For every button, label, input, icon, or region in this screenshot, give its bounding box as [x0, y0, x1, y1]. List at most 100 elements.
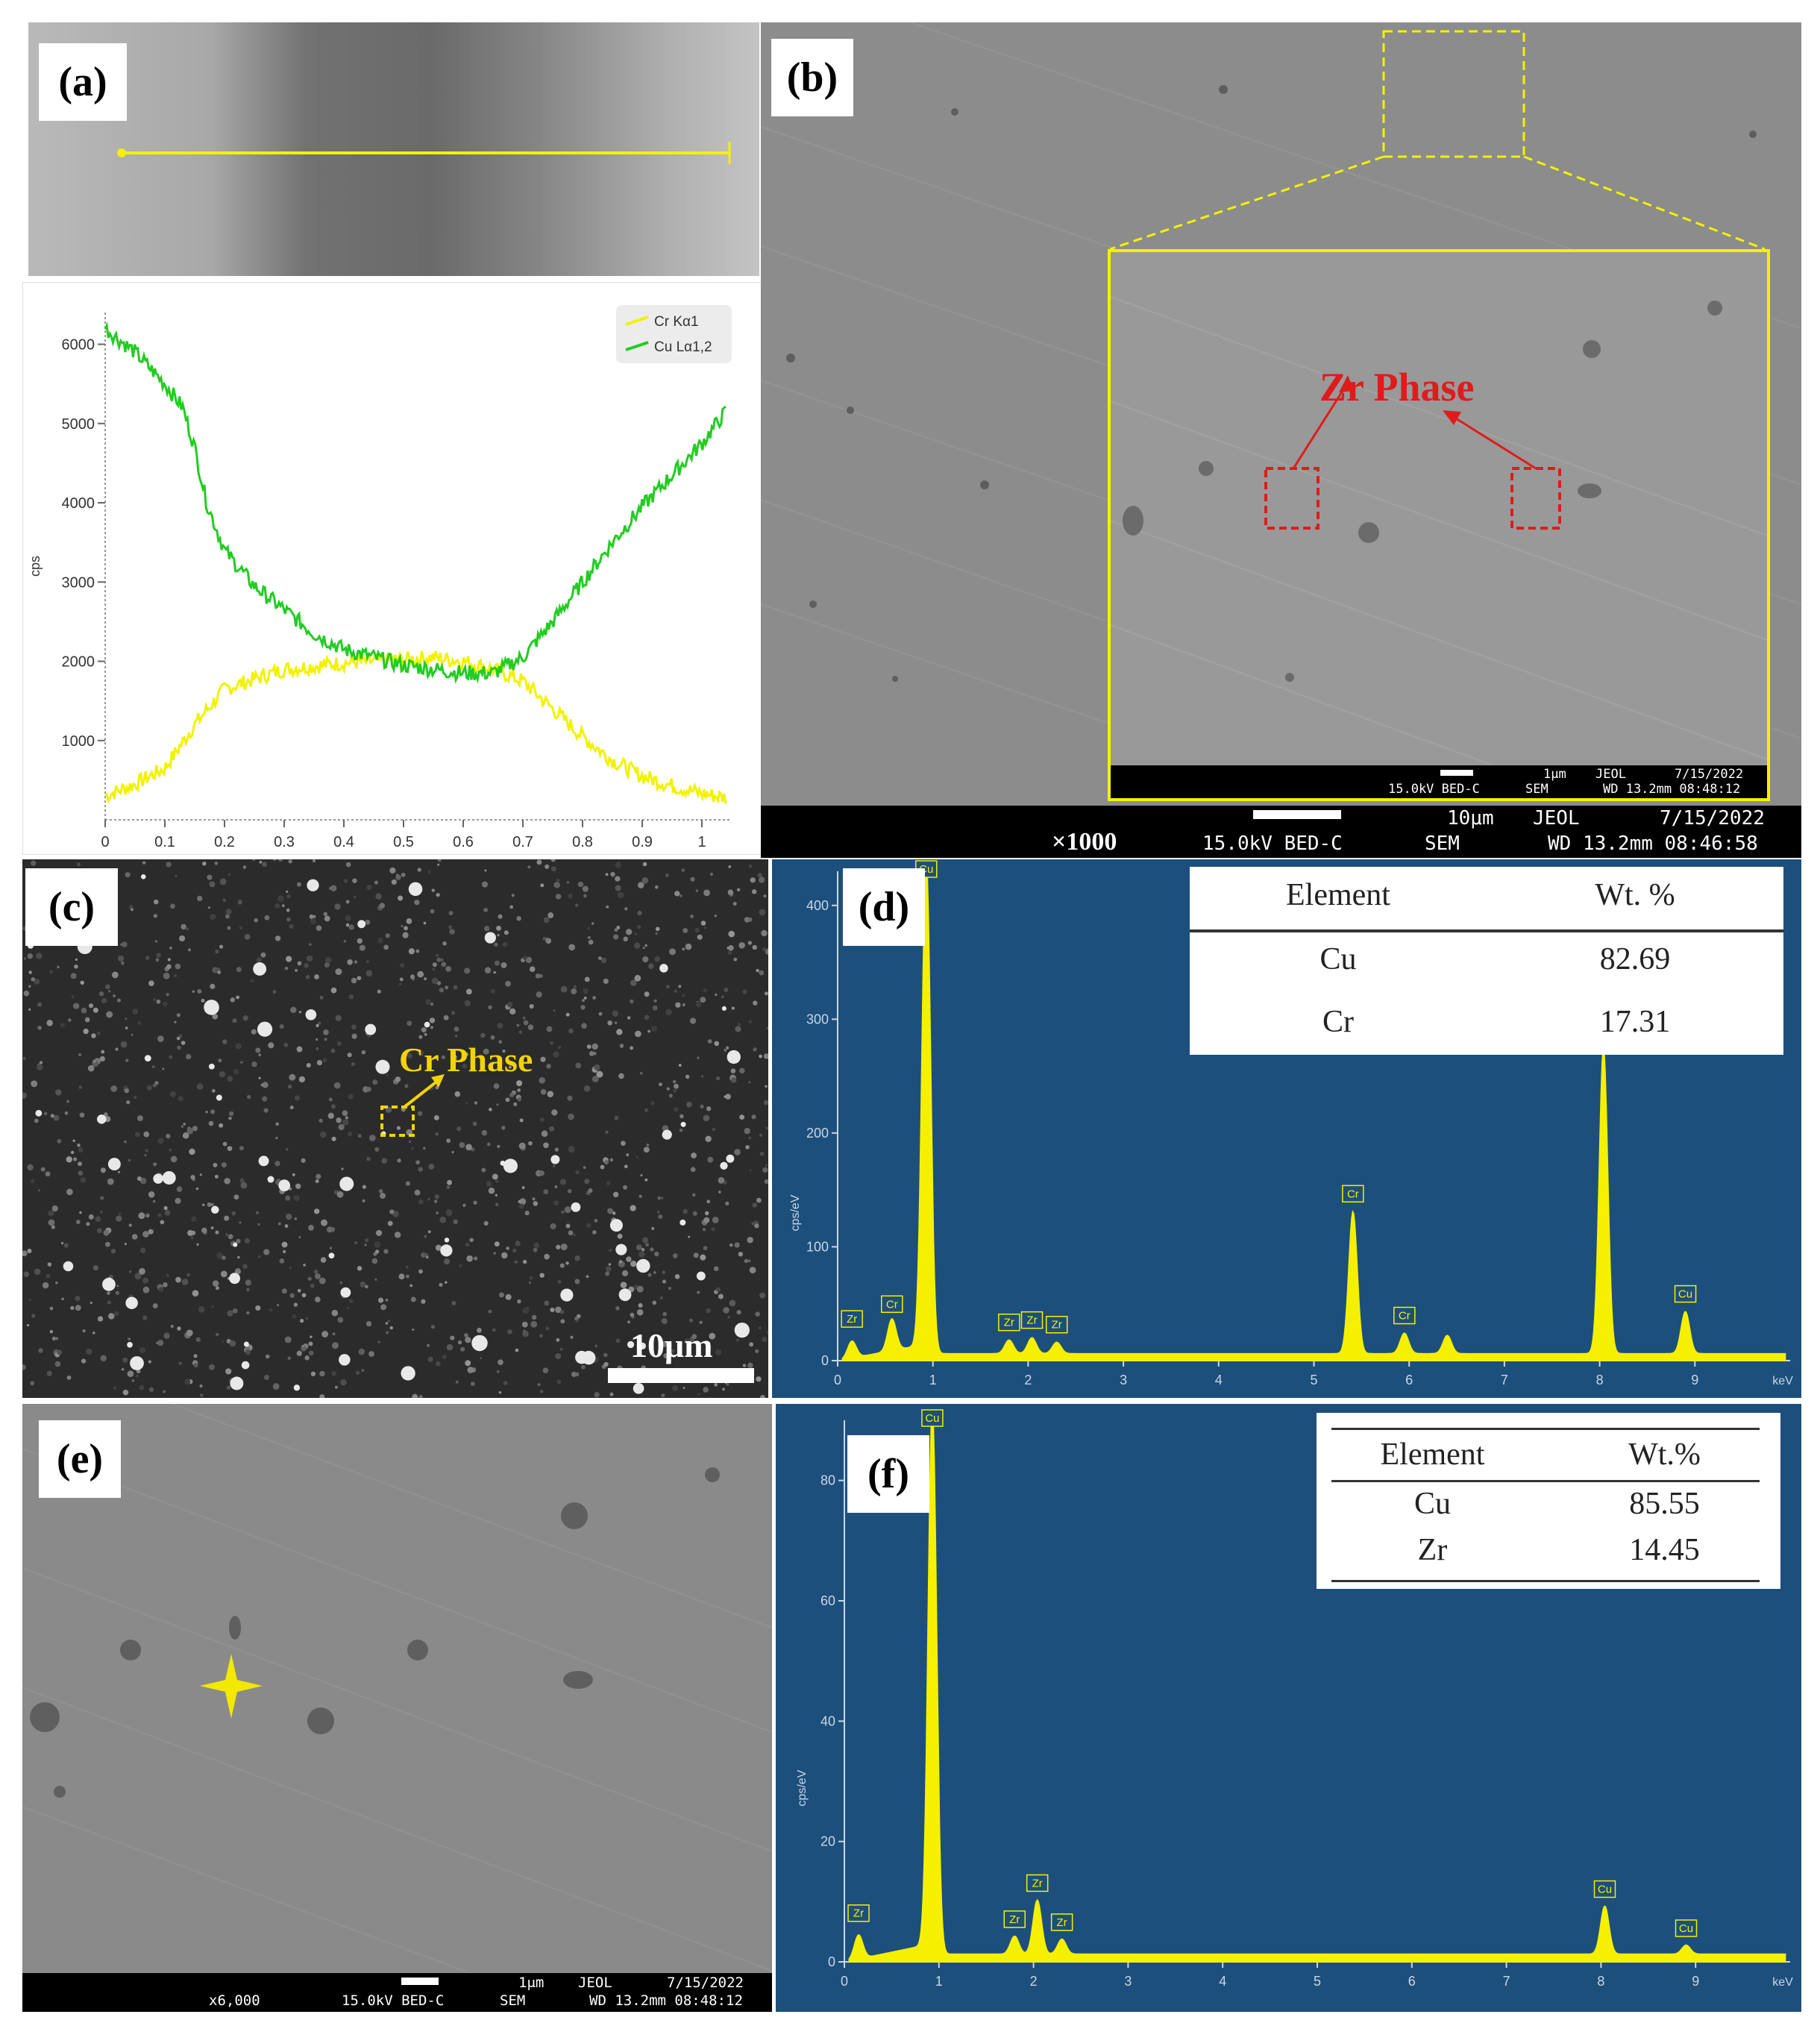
- header-element: Element: [1380, 1437, 1485, 1472]
- texture-grain: [754, 1223, 759, 1229]
- texture-grain: [372, 1079, 378, 1085]
- x-axis-label: keV: [1772, 1976, 1793, 1989]
- texture-grain: [242, 1264, 248, 1270]
- texture-grain: [406, 918, 412, 924]
- texture-grain: [731, 1077, 737, 1083]
- texture-grain: [398, 1273, 405, 1280]
- texture-grain: [630, 1261, 637, 1267]
- texture-grain: [703, 988, 708, 993]
- texture-grain: [557, 1279, 562, 1284]
- texture-grain: [30, 1381, 35, 1386]
- texture-grain: [117, 955, 125, 962]
- texture-grain: [739, 1067, 745, 1074]
- texture-grain: [623, 1185, 628, 1190]
- texture-grain: [417, 1111, 423, 1117]
- particle: [484, 932, 496, 944]
- y-tick-label: 3000: [62, 574, 95, 591]
- texture-grain: [60, 1022, 65, 1028]
- texture-grain: [537, 1383, 541, 1386]
- texture-grain: [145, 1213, 150, 1218]
- texture-grain: [642, 1237, 649, 1244]
- texture-grain: [706, 1308, 711, 1314]
- texture-grain: [685, 943, 692, 950]
- texture-grain: [700, 1254, 706, 1261]
- texture-grain: [195, 1187, 199, 1191]
- texture-grain: [551, 1109, 558, 1116]
- texture-grain: [674, 1083, 679, 1089]
- x-tick-label: 6: [1408, 1974, 1416, 1989]
- texture-grain: [70, 1150, 75, 1155]
- texture-grain: [765, 1164, 768, 1167]
- texture-grain: [361, 1050, 366, 1055]
- texture-grain: [142, 861, 146, 865]
- texture-grain: [678, 1064, 682, 1067]
- texture-grain: [763, 894, 767, 898]
- texture-grain: [351, 1033, 357, 1039]
- texture-grain: [220, 1270, 228, 1278]
- texture-grain: [139, 1177, 147, 1185]
- texture-grain: [576, 1319, 580, 1323]
- texture-grain: [749, 1342, 754, 1347]
- texture-grain: [566, 881, 570, 884]
- texture-grain: [169, 1148, 172, 1152]
- texture-grain: [301, 1345, 304, 1348]
- texture-grain: [163, 1332, 170, 1339]
- texture-grain: [181, 1125, 184, 1128]
- texture-grain: [735, 1026, 741, 1032]
- legend-swatch: [625, 341, 649, 351]
- texture-grain: [219, 878, 227, 885]
- cell-element: Cu: [1320, 942, 1357, 976]
- texture-grain: [402, 932, 409, 938]
- particle: [627, 1340, 635, 1349]
- texture-grain: [260, 952, 266, 958]
- texture-grain: [273, 859, 276, 861]
- texture-grain: [148, 1360, 151, 1364]
- texture-grain: [501, 1126, 506, 1130]
- texture-grain: [540, 1117, 545, 1122]
- texture-grain: [50, 1114, 54, 1118]
- texture-grain: [96, 1228, 102, 1234]
- texture-grain: [555, 1353, 562, 1360]
- texture-grain: [385, 1322, 389, 1325]
- texture-grain: [201, 1203, 205, 1206]
- texture-grain: [201, 998, 205, 1003]
- texture-grain: [706, 1199, 711, 1204]
- texture-grain: [515, 1241, 521, 1246]
- texture-grain: [481, 1129, 488, 1136]
- particle: [144, 1055, 151, 1062]
- texture-grain: [77, 862, 81, 867]
- texture-grain: [675, 1002, 681, 1008]
- texture-grain: [424, 1032, 427, 1036]
- texture-grain: [513, 1102, 518, 1106]
- texture-grain: [227, 926, 231, 930]
- zr-phase-annotation: Zr Phase: [1320, 365, 1475, 410]
- texture-grain: [689, 1017, 697, 1024]
- texture-grain: [739, 1114, 745, 1120]
- texture-grain: [196, 895, 203, 902]
- texture-grain: [570, 1335, 574, 1339]
- texture-grain: [634, 974, 641, 982]
- texture-grain: [410, 974, 415, 979]
- texture-grain: [622, 1270, 629, 1276]
- texture-grain: [644, 944, 647, 947]
- texture-grain: [163, 1001, 168, 1007]
- texture-grain: [747, 1259, 751, 1263]
- texture-grain: [309, 943, 312, 947]
- texture-grain: [508, 1065, 512, 1069]
- peak-label-text: Zr: [853, 1907, 864, 1920]
- texture-grain: [568, 1113, 574, 1120]
- texture-grain: [554, 1185, 558, 1188]
- texture-grain: [308, 1224, 314, 1231]
- texture-grain: [36, 953, 43, 959]
- texture-grain: [115, 1047, 119, 1051]
- texture-grain: [454, 1091, 461, 1097]
- texture-grain: [190, 1235, 194, 1240]
- texture-grain: [439, 987, 445, 993]
- texture-grain: [316, 1060, 323, 1066]
- texture-grain: [451, 1011, 456, 1015]
- texture-grain: [511, 894, 515, 897]
- e-date: 7/15/2022: [667, 1975, 744, 1991]
- texture-grain: [751, 889, 757, 894]
- texture-grain: [744, 1127, 750, 1135]
- texture-grain: [391, 879, 397, 885]
